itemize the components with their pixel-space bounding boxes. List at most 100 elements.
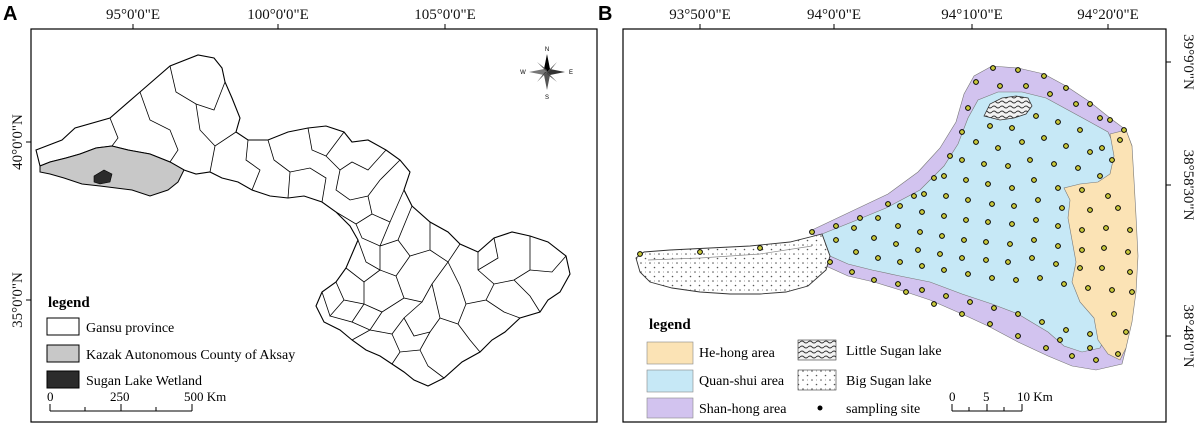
legend-swatch-sugan (46, 370, 80, 389)
sampling-site-dot (1079, 227, 1085, 233)
panel-b-scale-label: 10 Km (1017, 389, 1053, 404)
sampling-site-dot (1105, 193, 1111, 199)
legend-swatch-little-sugan (797, 339, 837, 361)
sampling-site-dot (853, 249, 859, 255)
sampling-site-dot (885, 201, 891, 207)
panel-a-legend-title: legend (48, 295, 90, 311)
county-boundaries (109, 65, 567, 379)
sampling-site-dot (959, 129, 965, 135)
sampling-site-dot (959, 255, 965, 261)
sampling-site-dot (1073, 101, 1079, 107)
compass-rose-icon: N S E W (520, 47, 573, 101)
panel-b-top-tick: 93°50'0"E (669, 7, 731, 23)
sampling-site-dot (989, 201, 995, 207)
sampling-site-dot (1037, 275, 1043, 281)
sampling-site-dot (1087, 149, 1093, 155)
sampling-site-dot (1115, 205, 1121, 211)
sampling-site-dot (989, 275, 995, 281)
legend-label-sugan: Sugan Lake Wetland (86, 374, 202, 389)
sampling-site-dot (997, 83, 1003, 89)
sampling-site-dot (833, 223, 839, 229)
sampling-site-dot (1007, 241, 1013, 247)
panel-a-top-tick: 105°0'0"E (414, 7, 476, 23)
legend-label-sampling-site: sampling site (846, 402, 920, 417)
panel-a-letter: A (3, 3, 18, 25)
sampling-site-dot (987, 123, 993, 129)
sampling-site-dot (987, 321, 993, 327)
panel-a-scale-label: 250 (110, 389, 130, 404)
sampling-site-dot (1111, 311, 1117, 317)
sampling-site-dot (1033, 217, 1039, 223)
sampling-site-dot (959, 157, 965, 163)
sampling-site-dot (941, 267, 947, 273)
legend-label-aksay: Kazak Autonomous County of Aksay (86, 348, 295, 363)
sampling-site-dot (809, 229, 815, 235)
sampling-site-dot (1039, 319, 1045, 325)
sampling-sites (637, 65, 1135, 363)
sampling-site-dot (849, 269, 855, 275)
sampling-site-dot (1055, 243, 1061, 249)
sampling-site-dot (1015, 311, 1021, 317)
panel-b-right-tick: 38°58'30"N (1180, 150, 1196, 221)
sampling-site-dot (1093, 357, 1099, 363)
panel-a-scale-bar (49, 404, 193, 412)
sampling-site-dot (983, 257, 989, 263)
sampling-site-dot (965, 271, 971, 277)
sampling-site-dot (1013, 277, 1019, 283)
sampling-site-dot (1005, 259, 1011, 265)
sampling-site-dot (919, 209, 925, 215)
legend-label-shanhong: Shan-hong area (699, 402, 787, 417)
sampling-site-dot (1057, 337, 1063, 343)
aksay-county-shape (39, 145, 185, 197)
compass-e: E (569, 70, 573, 76)
panel-a-top-tick: 95°0'0"E (106, 7, 160, 23)
sampling-site-dot (973, 139, 979, 145)
sugan-wetland-shape (93, 169, 113, 185)
sampling-site-dot (875, 255, 881, 261)
sampling-site-dot (1087, 207, 1093, 213)
legend-swatch-hehong (646, 341, 694, 365)
sampling-site-dot (963, 177, 969, 183)
panel-b: 93°50'0"E 94°0'0"E 94°10'0"E 94°20'0"E 3… (622, 7, 1196, 423)
sampling-site-dot (943, 193, 949, 199)
sampling-site-dot (1087, 331, 1093, 337)
sampling-site-dot (1009, 185, 1015, 191)
sampling-site-dot (1015, 333, 1021, 339)
sampling-site-dot (1079, 247, 1085, 253)
legend-swatch-aksay (46, 344, 80, 363)
sampling-site-dot (1029, 255, 1035, 261)
sampling-site-dot (943, 293, 949, 299)
legend-label-quanshui: Quan-shui area (699, 374, 785, 389)
sampling-site-dot (961, 237, 967, 243)
sampling-site-dot (1103, 225, 1109, 231)
panel-a-left-tick: 40°0'0"N (10, 114, 26, 170)
sampling-site-dot (941, 213, 947, 219)
panel-a: 95°0'0"E 100°0'0"E 105°0'0"E 40°0'0"N 35… (10, 7, 598, 423)
sampling-site-dot (1031, 237, 1037, 243)
sampling-site-dot (1085, 285, 1091, 291)
sampling-site-dot (1075, 165, 1081, 171)
sampling-site-dot (1087, 101, 1093, 107)
sampling-site-dot (963, 217, 969, 223)
sampling-site-dot (1059, 205, 1065, 211)
sampling-site-dot (1107, 117, 1113, 123)
sampling-site-dot (1097, 173, 1103, 179)
sampling-site-dot (1063, 143, 1069, 149)
sampling-site-dot (1015, 67, 1021, 73)
sampling-site-dot (1023, 83, 1029, 89)
panel-b-top-tick: 94°10'0"E (941, 7, 1003, 23)
sampling-site-dot (1097, 115, 1103, 121)
sampling-site-dot (965, 105, 971, 111)
sampling-site-dot (947, 153, 953, 159)
sampling-site-dot (1123, 329, 1129, 335)
sampling-site-dot (1079, 187, 1085, 193)
sampling-site-dot (965, 197, 971, 203)
sampling-site-dot (1041, 135, 1047, 141)
legend-swatch-gansu (46, 317, 80, 336)
panel-a-scale-label: 500 Km (184, 389, 226, 404)
sampling-site-dot (919, 263, 925, 269)
panel-a-scale-label: 0 (47, 389, 54, 404)
sampling-site-dot (1063, 85, 1069, 91)
sampling-site-dot (995, 145, 1001, 151)
sampling-site-dot (991, 305, 997, 311)
